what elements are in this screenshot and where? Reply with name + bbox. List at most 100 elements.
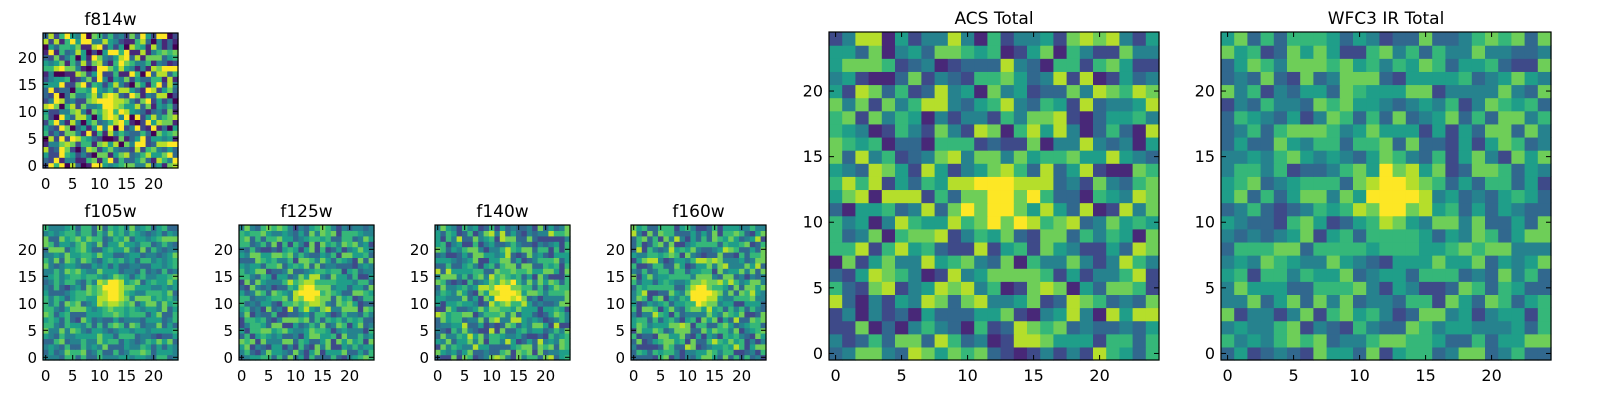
heatmap-cell <box>1313 320 1328 335</box>
heatmap-cell <box>701 333 708 339</box>
heatmap-cell <box>1027 215 1041 230</box>
heatmap-cell <box>1132 294 1147 309</box>
heatmap-cell <box>113 124 120 131</box>
heatmap-cell <box>685 338 691 345</box>
heatmap-cell <box>510 235 517 242</box>
heatmap-cell <box>652 262 659 269</box>
heatmap-cell <box>1353 346 1367 361</box>
heatmap-cell <box>755 273 762 280</box>
heatmap-cell <box>717 262 724 269</box>
heatmap-cell <box>271 327 278 334</box>
heatmap-cell <box>287 327 294 334</box>
heatmap-cell <box>134 141 141 147</box>
heatmap-cell <box>266 338 272 345</box>
heatmap-cell <box>1079 150 1094 164</box>
heatmap-cell <box>1079 268 1094 282</box>
heatmap-cell <box>451 333 458 339</box>
heatmap-cell <box>1524 136 1539 151</box>
heatmap-cell <box>75 119 82 126</box>
plot-frame <box>238 224 375 361</box>
heatmap-cell <box>151 241 157 248</box>
heatmap-cell <box>679 322 686 329</box>
heatmap-cell <box>1458 71 1473 86</box>
heatmap-cell <box>167 135 174 142</box>
heatmap-cell <box>118 252 125 258</box>
heatmap-cell <box>124 49 130 56</box>
heatmap-cell <box>303 289 310 296</box>
heatmap-cell <box>70 300 76 307</box>
heatmap-cell <box>113 103 120 110</box>
heatmap-cell <box>80 279 87 285</box>
heatmap-cell <box>140 327 147 334</box>
heatmap-cell <box>151 108 157 115</box>
heatmap-cell <box>652 241 659 248</box>
heatmap-cell <box>947 71 962 86</box>
heatmap-cell <box>842 241 856 256</box>
heatmap-cell <box>161 349 168 356</box>
heatmap-cell <box>314 284 321 291</box>
heatmap-cell <box>282 322 289 329</box>
heatmap-cell <box>1313 123 1328 138</box>
heatmap-cell <box>663 284 670 291</box>
heatmap-cell <box>749 252 756 258</box>
heatmap-cell <box>733 235 740 242</box>
heatmap-cell <box>1234 215 1248 230</box>
heatmap-cell <box>755 300 762 307</box>
heatmap-cell <box>1419 163 1433 177</box>
heatmap-cell <box>728 349 735 356</box>
heatmap-cell <box>336 354 343 361</box>
heatmap-cell <box>674 225 681 231</box>
heatmap-cell <box>102 49 109 56</box>
heatmap-cell <box>695 230 702 237</box>
heatmap-cell <box>1458 294 1473 309</box>
heatmap-cell <box>113 316 120 323</box>
heatmap-cell <box>1027 71 1041 86</box>
heatmap-cell <box>631 343 637 350</box>
heatmap-cell <box>1040 97 1054 112</box>
heatmap-cell <box>974 202 988 217</box>
heatmap-cell <box>489 268 495 275</box>
heatmap-cell <box>129 354 136 361</box>
heatmap-cell <box>1458 268 1473 282</box>
heatmap-cell <box>64 162 71 169</box>
heatmap-cell <box>934 307 949 322</box>
heatmap-cell <box>462 289 468 296</box>
heatmap-cell <box>1040 255 1054 269</box>
heatmap-cell <box>690 273 697 280</box>
heatmap-cell <box>462 343 468 350</box>
heatmap-cell <box>1353 320 1367 335</box>
heatmap-cell <box>440 252 447 258</box>
heatmap-cell <box>868 163 883 177</box>
heatmap-cell <box>129 97 136 104</box>
heatmap-cell <box>456 295 463 302</box>
heatmap-cell <box>276 349 283 356</box>
heatmap-cell <box>516 343 522 350</box>
heatmap-cell <box>64 103 71 110</box>
heatmap-cell <box>881 228 896 243</box>
heatmap-cell <box>674 246 681 253</box>
heatmap-cell <box>244 225 251 231</box>
heatmap-cell <box>744 241 751 248</box>
heatmap-cell <box>80 141 87 147</box>
heatmap-cell <box>744 257 751 264</box>
heatmap-cell <box>282 273 289 280</box>
heatmap-cell <box>467 235 474 242</box>
heatmap-cell <box>363 333 370 339</box>
heatmap-cell <box>70 284 76 291</box>
heatmap-cell <box>151 349 157 356</box>
heatmap-cell <box>663 295 670 302</box>
heatmap-cell <box>947 136 962 151</box>
heatmap-cell <box>91 273 98 280</box>
heatmap-cell <box>1040 123 1054 138</box>
heatmap-cell <box>739 289 745 296</box>
heatmap-cell <box>80 151 87 158</box>
heatmap-cell <box>64 135 71 142</box>
heatmap-cell <box>829 202 843 217</box>
heatmap-cell <box>706 246 713 253</box>
heatmap-cell <box>679 241 686 248</box>
heatmap-cell <box>548 322 555 329</box>
heatmap-cell <box>118 343 125 350</box>
heatmap-cell <box>641 252 648 258</box>
heatmap-cell <box>1066 163 1081 177</box>
